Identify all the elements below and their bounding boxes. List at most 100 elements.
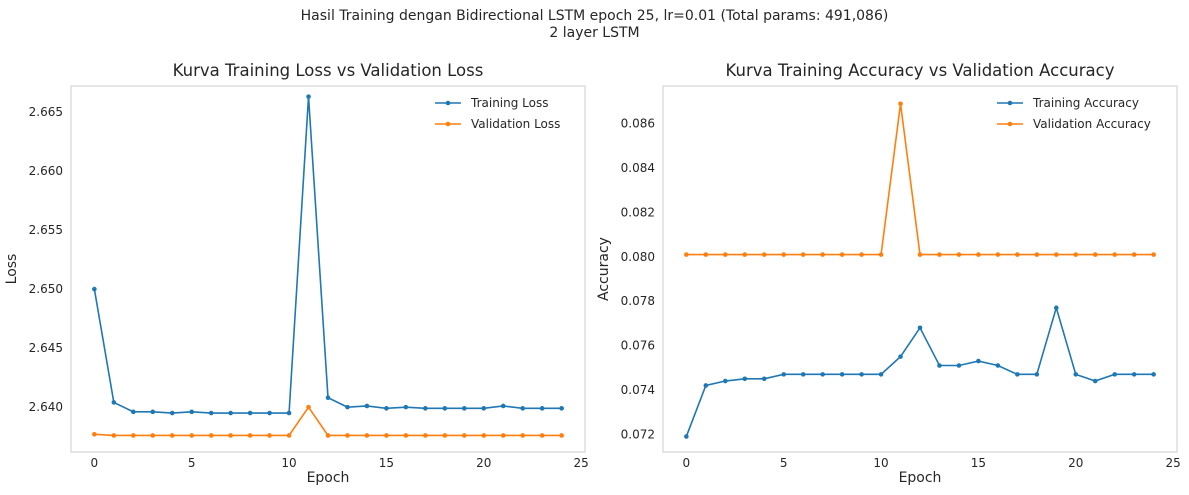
validation-accuracy-point: [761, 252, 767, 257]
training-loss-point: [169, 410, 175, 416]
validation-accuracy-point: [995, 252, 1001, 257]
accuracy-chart-title: Kurva Training Accuracy vs Validation Ac…: [726, 61, 1115, 80]
loss-y-tick-label: 2.640: [29, 400, 63, 414]
loss-y-axis-label: Loss: [4, 254, 20, 285]
accuracy-x-tick-label: 15: [971, 456, 986, 470]
validation-accuracy-point: [820, 252, 825, 257]
training-loss-point: [92, 286, 97, 292]
training-loss-point: [364, 403, 370, 409]
training-accuracy-point: [937, 363, 942, 368]
accuracy-y-tick-label: 0.072: [621, 427, 655, 441]
validation-loss-point: [461, 433, 467, 438]
training-loss-point: [247, 410, 253, 416]
validation-accuracy-legend-marker: [1007, 121, 1013, 127]
validation-loss-point: [442, 433, 448, 438]
training-accuracy-point: [1151, 372, 1156, 377]
accuracy-y-tick-label: 0.082: [621, 205, 655, 219]
training-loss-legend-label: Training Loss: [470, 96, 548, 110]
validation-accuracy-point: [1092, 252, 1098, 257]
validation-loss-point: [481, 433, 487, 438]
validation-accuracy-point: [937, 252, 942, 257]
figure-suptitle-line2: 2 layer LSTM: [549, 25, 640, 41]
accuracy-x-tick-label: 20: [1068, 456, 1083, 470]
validation-accuracy-point: [781, 252, 787, 257]
validation-loss-point: [364, 433, 370, 438]
validation-loss-point: [423, 433, 428, 438]
validation-loss-point: [189, 433, 195, 438]
validation-loss-point: [403, 433, 409, 438]
training-accuracy-point: [956, 363, 962, 368]
validation-accuracy-legend-label: Validation Accuracy: [1033, 117, 1151, 131]
validation-loss-point: [228, 433, 233, 438]
accuracy-x-axis-label: Epoch: [899, 470, 942, 486]
validation-loss-point: [325, 433, 331, 438]
training-loss-point: [111, 400, 117, 405]
training-loss-point: [286, 410, 292, 416]
training-accuracy-point: [859, 372, 864, 377]
loss-x-tick-label: 10: [281, 456, 296, 470]
validation-loss-legend-marker: [445, 121, 451, 127]
validation-accuracy-point: [1015, 252, 1020, 257]
training-accuracy-point: [703, 383, 709, 388]
validation-loss-point: [92, 431, 97, 437]
validation-accuracy-point: [859, 252, 864, 257]
validation-accuracy-point: [1073, 252, 1079, 257]
loss-y-tick-label: 2.650: [29, 282, 63, 296]
training-loss-point: [306, 94, 311, 99]
training-accuracy-point: [976, 358, 981, 364]
training-loss-point: [267, 410, 272, 416]
training-accuracy-point: [1053, 305, 1059, 311]
training-loss-point: [481, 406, 487, 411]
training-loss-point: [189, 409, 195, 415]
training-loss-point: [559, 406, 564, 411]
training-loss-point: [208, 410, 214, 416]
accuracy-x-tick-label: 25: [1165, 456, 1180, 470]
accuracy-y-tick-label: 0.076: [621, 339, 655, 353]
validation-accuracy-point: [839, 252, 845, 257]
validation-accuracy-point: [703, 252, 709, 257]
training-loss-point: [228, 410, 233, 416]
validation-accuracy-point: [898, 101, 903, 107]
validation-accuracy-point: [1034, 252, 1040, 257]
training-accuracy-point: [917, 325, 923, 331]
training-accuracy-point: [898, 354, 903, 359]
validation-accuracy-point: [1131, 252, 1137, 257]
accuracy-x-tick-label: 0: [683, 456, 691, 470]
training-loss-point: [150, 409, 156, 415]
accuracy-x-tick-label: 10: [873, 456, 888, 470]
validation-loss-point: [345, 433, 350, 438]
accuracy-x-tick-label: 5: [780, 456, 788, 470]
validation-accuracy-point: [878, 252, 884, 257]
training-loss-point: [520, 406, 525, 411]
validation-loss-point: [111, 433, 117, 438]
validation-accuracy-point: [800, 252, 806, 257]
training-loss-point: [539, 406, 545, 411]
validation-loss-point: [247, 433, 253, 438]
training-loss-point: [403, 404, 409, 410]
training-accuracy-point: [1131, 372, 1137, 377]
accuracy-y-tick-label: 0.084: [621, 161, 655, 175]
accuracy-y-axis-label: Accuracy: [596, 237, 612, 301]
accuracy-plot-frame: [662, 85, 1178, 453]
validation-loss-point: [559, 433, 564, 438]
validation-loss-point: [384, 433, 389, 438]
training-loss-point: [423, 406, 428, 411]
validation-loss-point: [131, 433, 136, 438]
loss-y-tick-label: 2.660: [29, 164, 63, 178]
training-loss-point: [384, 406, 389, 411]
validation-accuracy-point: [976, 252, 981, 257]
validation-accuracy-point: [723, 252, 728, 257]
training-loss-point: [325, 395, 331, 400]
validation-accuracy-point: [684, 252, 689, 257]
training-accuracy-point: [878, 372, 884, 377]
accuracy-y-tick-label: 0.078: [621, 294, 655, 308]
training-accuracy-point: [684, 434, 689, 439]
validation-loss-point: [500, 433, 506, 438]
validation-loss-point: [539, 433, 545, 438]
loss-y-tick-label: 2.655: [29, 223, 63, 237]
training-accuracy-legend-marker: [1007, 100, 1013, 106]
figure-suptitle-line1: Hasil Training dengan Bidirectional LSTM…: [300, 8, 889, 24]
